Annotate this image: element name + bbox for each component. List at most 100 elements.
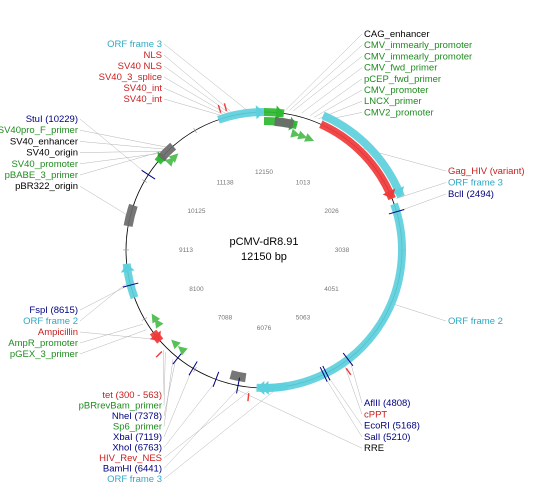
- pbr322-origin-block: [123, 203, 138, 227]
- sv40-int-mark: [217, 104, 222, 113]
- xbai-site: [188, 361, 198, 376]
- leader-line: [235, 388, 363, 449]
- leader-line: [301, 67, 363, 114]
- sv40-origin-block: [157, 142, 177, 162]
- tick-label: 7088: [218, 315, 233, 322]
- feature-label: CMV_immearly_promoter: [364, 51, 472, 62]
- orf-frame-3-top-arc-arrowhead: [255, 105, 264, 120]
- leader-line: [309, 78, 363, 116]
- feature-label: HIV_Rev_NES: [99, 453, 162, 464]
- feature-label: SV40_3_splice: [99, 72, 162, 83]
- hiv-rev-nes-mark: [247, 393, 250, 402]
- leader-line: [314, 89, 363, 118]
- feature-label: ORF frame 3: [107, 474, 162, 485]
- leader-line: [163, 87, 223, 115]
- leader-line: [327, 376, 363, 426]
- leader-line: [79, 285, 127, 311]
- tick-mark: [141, 317, 148, 321]
- feature-label: SalI (5210): [364, 432, 410, 443]
- leader-line: [163, 360, 176, 417]
- pbrrevbam-primer-mark: [171, 339, 181, 350]
- ecori-site: [322, 365, 331, 381]
- feature-label: pBABE_3_primer: [5, 170, 78, 181]
- feature-label: pBR322_origin: [15, 181, 78, 192]
- leader-line: [79, 118, 146, 173]
- tick-mark: [193, 366, 197, 373]
- leader-line: [163, 350, 165, 396]
- feature-arcs: [120, 105, 406, 395]
- tet-mark: [155, 350, 163, 358]
- leader-line: [163, 371, 192, 438]
- feature-label: SV40_int: [123, 83, 162, 94]
- leader-line: [289, 45, 363, 111]
- feature-label: AmpR_promoter: [8, 338, 78, 349]
- aflii-site: [342, 352, 354, 367]
- primer-marks: [151, 128, 315, 356]
- feature-label: NLS: [144, 50, 162, 61]
- leader-line: [79, 323, 143, 344]
- position-ticks: 1013 2026 3038 4051 5063 6076 7088 8100 9113 1012…: [122, 109, 406, 392]
- orf-frame-2-arc: [256, 202, 406, 392]
- tick-label: 6076: [257, 325, 272, 332]
- leader-line: [79, 141, 165, 150]
- rre-block: [229, 370, 247, 383]
- stui-site: [141, 169, 156, 180]
- tick-label: 11138: [216, 179, 233, 186]
- leader-line: [79, 129, 167, 148]
- fspi-site: [122, 282, 139, 288]
- feature-label: ORF frame 3: [448, 178, 503, 189]
- leader-line: [344, 366, 363, 415]
- feature-label: BamHI (6441): [103, 464, 162, 475]
- feature-label: StuI (10229): [26, 114, 78, 125]
- feature-label: SV40_int: [123, 94, 162, 105]
- leader-line: [163, 76, 226, 114]
- ampicillin-arc-arrowhead: [149, 330, 161, 342]
- nls-mark: [223, 103, 228, 112]
- tick-label: 2026: [324, 208, 339, 215]
- ampr-promoter-mark: [151, 313, 161, 324]
- feature-label: cPPT: [364, 409, 387, 420]
- feature-label: EcoRI (5168): [364, 421, 420, 432]
- cmv-fwd-primer-mark: [290, 128, 301, 138]
- gag-hiv-arc-arrowhead: [382, 188, 396, 199]
- feature-label: RRE: [364, 443, 384, 454]
- leader-line: [163, 391, 274, 480]
- tick-label: 4051: [324, 286, 339, 293]
- leader-line: [163, 391, 250, 459]
- leader-line: [400, 193, 447, 211]
- bcli-site: [388, 209, 405, 215]
- leader-line: [163, 43, 246, 110]
- restriction-sites: [122, 169, 405, 394]
- orf-frame-3-right-arc: [321, 111, 405, 199]
- tick-mark: [193, 127, 197, 134]
- leader-line: [325, 377, 363, 438]
- leader-line: [79, 150, 162, 153]
- cppt-mark: [345, 367, 352, 376]
- leader-line: [79, 153, 160, 165]
- leader-line: [163, 54, 232, 113]
- feature-label: ORF frame 2: [448, 316, 503, 327]
- feature-label: CAG_enhancer: [364, 29, 429, 40]
- feature-label: Gag_HIV (variant): [448, 166, 525, 177]
- leader-line: [395, 304, 447, 322]
- feature-label: SV40_origin: [26, 148, 78, 159]
- feature-label: CMV_immearly_promoter: [364, 40, 472, 51]
- feature-label: NheI (7378): [112, 411, 162, 422]
- feature-label: pGEX_3_primer: [10, 349, 78, 360]
- tick-label: 9113: [179, 247, 193, 254]
- feature-label: Ampicillin: [38, 327, 78, 338]
- cmv-promoter-arc-2-arrowhead: [275, 105, 284, 120]
- orf-frame-2-left-arc-arrowhead: [120, 263, 135, 273]
- cag-enhancer-block: [274, 116, 295, 129]
- pgex-3-primer-mark: [154, 318, 164, 329]
- feature-label: XbaI (7119): [113, 432, 162, 443]
- sali-site: [319, 366, 328, 382]
- pcep-fwd-primer-mark: [297, 130, 308, 140]
- small-feature-marks: [155, 103, 352, 402]
- feature-label: AflII (4808): [364, 398, 410, 409]
- feature-label: ORF frame 2: [23, 316, 78, 327]
- leader-line: [163, 358, 174, 427]
- feature-label: SV40_promoter: [11, 159, 78, 170]
